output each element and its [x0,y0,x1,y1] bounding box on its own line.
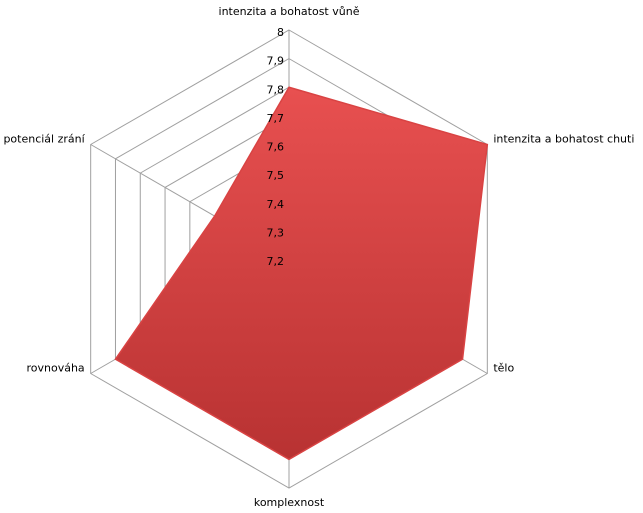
tick-label: 7,5 [267,169,285,182]
tick-label: 7,2 [267,255,285,268]
tick-label: 7,8 [267,83,285,96]
tick-label: 7,6 [267,141,285,154]
category-label: intenzita a bohatost vůně [219,5,360,18]
category-label: intenzita a bohatost chuti [493,133,634,146]
tick-label: 7,3 [267,226,285,239]
tick-label: 8 [277,26,284,39]
tick-label: 7,4 [267,198,285,211]
category-label: rovnováha [26,362,84,375]
series-area [114,86,489,461]
category-label: potenciál zrání [3,133,85,146]
tick-label: 7,9 [267,55,285,68]
category-label: tělo [493,362,514,375]
category-label: komplexnost [254,496,325,509]
tick-label: 7,7 [267,112,285,125]
